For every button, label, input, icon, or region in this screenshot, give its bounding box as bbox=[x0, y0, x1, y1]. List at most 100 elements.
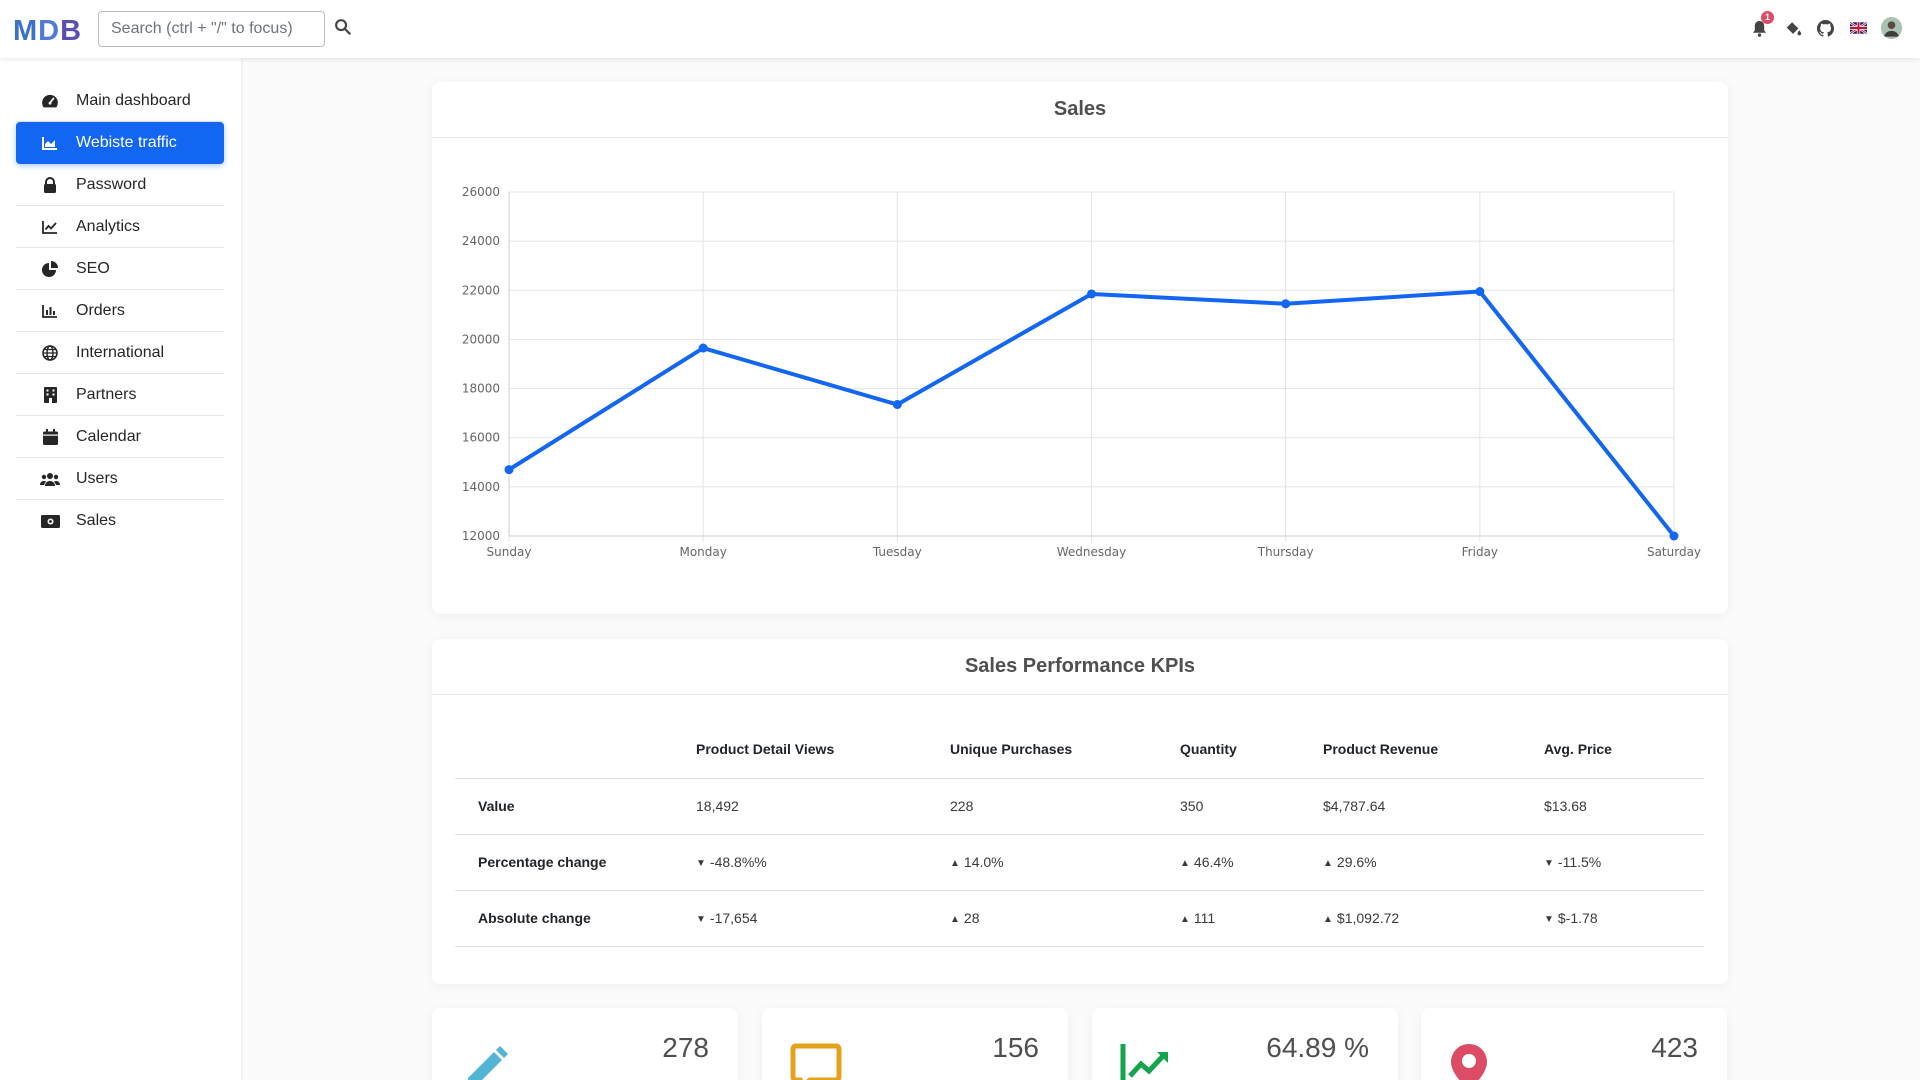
table-cell: $13.68 bbox=[1544, 778, 1704, 835]
caret-up-icon: ▲ bbox=[950, 914, 960, 925]
building-icon bbox=[40, 386, 60, 403]
column-header: Product Detail Views bbox=[696, 721, 950, 779]
x-tick-label: Thursday bbox=[1257, 545, 1314, 559]
row-label: Percentage change bbox=[455, 834, 696, 891]
table-cell: ▼ -17,654 bbox=[696, 890, 950, 947]
table-cell: ▲ 14.0% bbox=[950, 834, 1180, 891]
chart-line-icon bbox=[1120, 1042, 1172, 1080]
row-label: Absolute change bbox=[455, 890, 696, 947]
globe-icon bbox=[40, 344, 60, 361]
stat-value: 278 bbox=[662, 1032, 709, 1063]
x-tick-label: Saturday bbox=[1647, 545, 1701, 559]
table-row: Value 18,492 228 350 $4,787.64 $13.68 bbox=[455, 778, 1704, 835]
x-tick-label: Monday bbox=[679, 545, 726, 559]
sales-card-title: Sales bbox=[432, 82, 1728, 138]
sidebar-item-website-traffic[interactable]: Webiste traffic bbox=[16, 122, 224, 164]
bell-icon[interactable]: 1 bbox=[1749, 11, 1774, 40]
cell-value: -17,654 bbox=[709, 910, 758, 926]
table-cell: ▲ 29.6% bbox=[1323, 834, 1544, 891]
table-cell: 18,492 bbox=[696, 778, 950, 835]
pie-chart-icon bbox=[40, 260, 60, 277]
sidebar-item-users[interactable]: Users bbox=[16, 458, 224, 500]
y-tick-label: 14000 bbox=[462, 480, 500, 494]
money-bill-icon bbox=[40, 514, 60, 528]
table-cell: ▼ -11.5% bbox=[1544, 834, 1704, 891]
github-icon[interactable] bbox=[1815, 16, 1836, 40]
x-tick-label: Tuesday bbox=[872, 545, 922, 559]
cell-value: 18,492 bbox=[696, 798, 739, 814]
sidebar-item-seo[interactable]: SEO bbox=[16, 248, 224, 290]
sidebar-item-label: Orders bbox=[76, 301, 125, 319]
y-tick-label: 26000 bbox=[462, 185, 500, 199]
comment-icon bbox=[790, 1042, 842, 1080]
y-tick-label: 12000 bbox=[462, 529, 500, 543]
sidebar-item-label: Partners bbox=[76, 385, 137, 403]
cell-value: 46.4% bbox=[1193, 854, 1234, 870]
y-tick-label: 20000 bbox=[462, 332, 500, 346]
cell-value: 228 bbox=[950, 798, 974, 814]
caret-up-icon: ▲ bbox=[1180, 914, 1190, 925]
users-icon bbox=[40, 472, 60, 486]
cell-value: $4,787.64 bbox=[1323, 798, 1386, 814]
bar-chart-icon bbox=[40, 304, 60, 318]
stat-card-2: 156 bbox=[762, 1008, 1068, 1080]
stat-card-4: 423 bbox=[1421, 1008, 1727, 1080]
sidebar-item-label: Calendar bbox=[76, 427, 141, 445]
sales-line-chart: 26000 24000 22000 20000 18000 16000 14000 12000… bbox=[462, 185, 1701, 559]
kpi-card: Sales Performance KPIs Product Detail Vi… bbox=[432, 639, 1728, 984]
caret-down-icon: ▼ bbox=[1544, 914, 1554, 925]
sidebar-item-orders[interactable]: Orders bbox=[16, 290, 224, 332]
stat-value: 423 bbox=[1651, 1032, 1698, 1063]
sidebar-item-label: Webiste traffic bbox=[76, 133, 177, 151]
cell-value: 350 bbox=[1180, 798, 1204, 814]
caret-up-icon: ▲ bbox=[950, 858, 960, 869]
sidebar-item-main-dashboard[interactable]: Main dashboard bbox=[16, 80, 224, 122]
column-header: Avg. Price bbox=[1544, 721, 1704, 779]
column-header: Unique Purchases bbox=[950, 721, 1180, 779]
sidebar-nav: Main dashboard Webiste traffic Password … bbox=[16, 80, 224, 542]
data-point bbox=[1669, 531, 1679, 541]
area-chart-icon bbox=[40, 136, 60, 150]
table-cell: ▲ 28 bbox=[950, 890, 1180, 947]
table-cell: ▲ $1,092.72 bbox=[1323, 890, 1544, 947]
y-tick-label: 24000 bbox=[462, 234, 500, 248]
y-tick-label: 16000 bbox=[462, 431, 500, 445]
stat-card-3: 64.89 % bbox=[1092, 1008, 1398, 1080]
sidebar-item-label: SEO bbox=[76, 259, 110, 277]
stat-value: 64.89 % bbox=[1266, 1032, 1369, 1063]
caret-up-icon: ▲ bbox=[1323, 858, 1333, 869]
cell-value: -48.8%% bbox=[709, 854, 767, 870]
data-point bbox=[698, 343, 708, 353]
paint-bucket-icon[interactable] bbox=[1782, 16, 1803, 40]
logo[interactable]: MDB bbox=[13, 15, 83, 47]
header-icons: 1 bbox=[1749, 11, 1902, 40]
sidebar-item-label: Users bbox=[76, 469, 118, 487]
line-chart-icon bbox=[40, 220, 60, 234]
stat-value: 156 bbox=[992, 1032, 1039, 1063]
cell-value: $13.68 bbox=[1544, 798, 1587, 814]
kpi-card-title: Sales Performance KPIs bbox=[432, 639, 1728, 695]
notification-badge: 1 bbox=[1761, 11, 1774, 24]
cell-value: $-1.78 bbox=[1557, 910, 1598, 926]
search-input[interactable] bbox=[98, 11, 325, 47]
sidebar-item-partners[interactable]: Partners bbox=[16, 374, 224, 416]
y-tick-label: 22000 bbox=[462, 283, 500, 297]
sidebar-item-analytics[interactable]: Analytics bbox=[16, 206, 224, 248]
sidebar-item-sales[interactable]: Sales bbox=[16, 500, 224, 542]
kpi-table: Product Detail Views Unique Purchases Qu… bbox=[455, 721, 1704, 947]
search-icon[interactable] bbox=[334, 18, 354, 38]
data-point bbox=[504, 465, 514, 475]
sidebar-item-password[interactable]: Password bbox=[16, 164, 224, 206]
sidebar-item-international[interactable]: International bbox=[16, 332, 224, 374]
cell-value: 111 bbox=[1193, 910, 1216, 926]
table-cell: $4,787.64 bbox=[1323, 778, 1544, 835]
top-navbar: MDB 1 bbox=[0, 0, 1920, 58]
table-row: Percentage change ▼ -48.8%% ▲ 14.0% ▲ 46.4% ▲ 29… bbox=[455, 834, 1704, 891]
avatar[interactable] bbox=[1881, 16, 1902, 40]
table-header-row: Product Detail Views Unique Purchases Qu… bbox=[455, 721, 1704, 779]
tachometer-icon bbox=[40, 94, 60, 108]
caret-down-icon: ▼ bbox=[1544, 858, 1554, 869]
uk-flag-icon[interactable] bbox=[1848, 16, 1869, 40]
column-header: Quantity bbox=[1180, 721, 1323, 779]
sidebar-item-calendar[interactable]: Calendar bbox=[16, 416, 224, 458]
